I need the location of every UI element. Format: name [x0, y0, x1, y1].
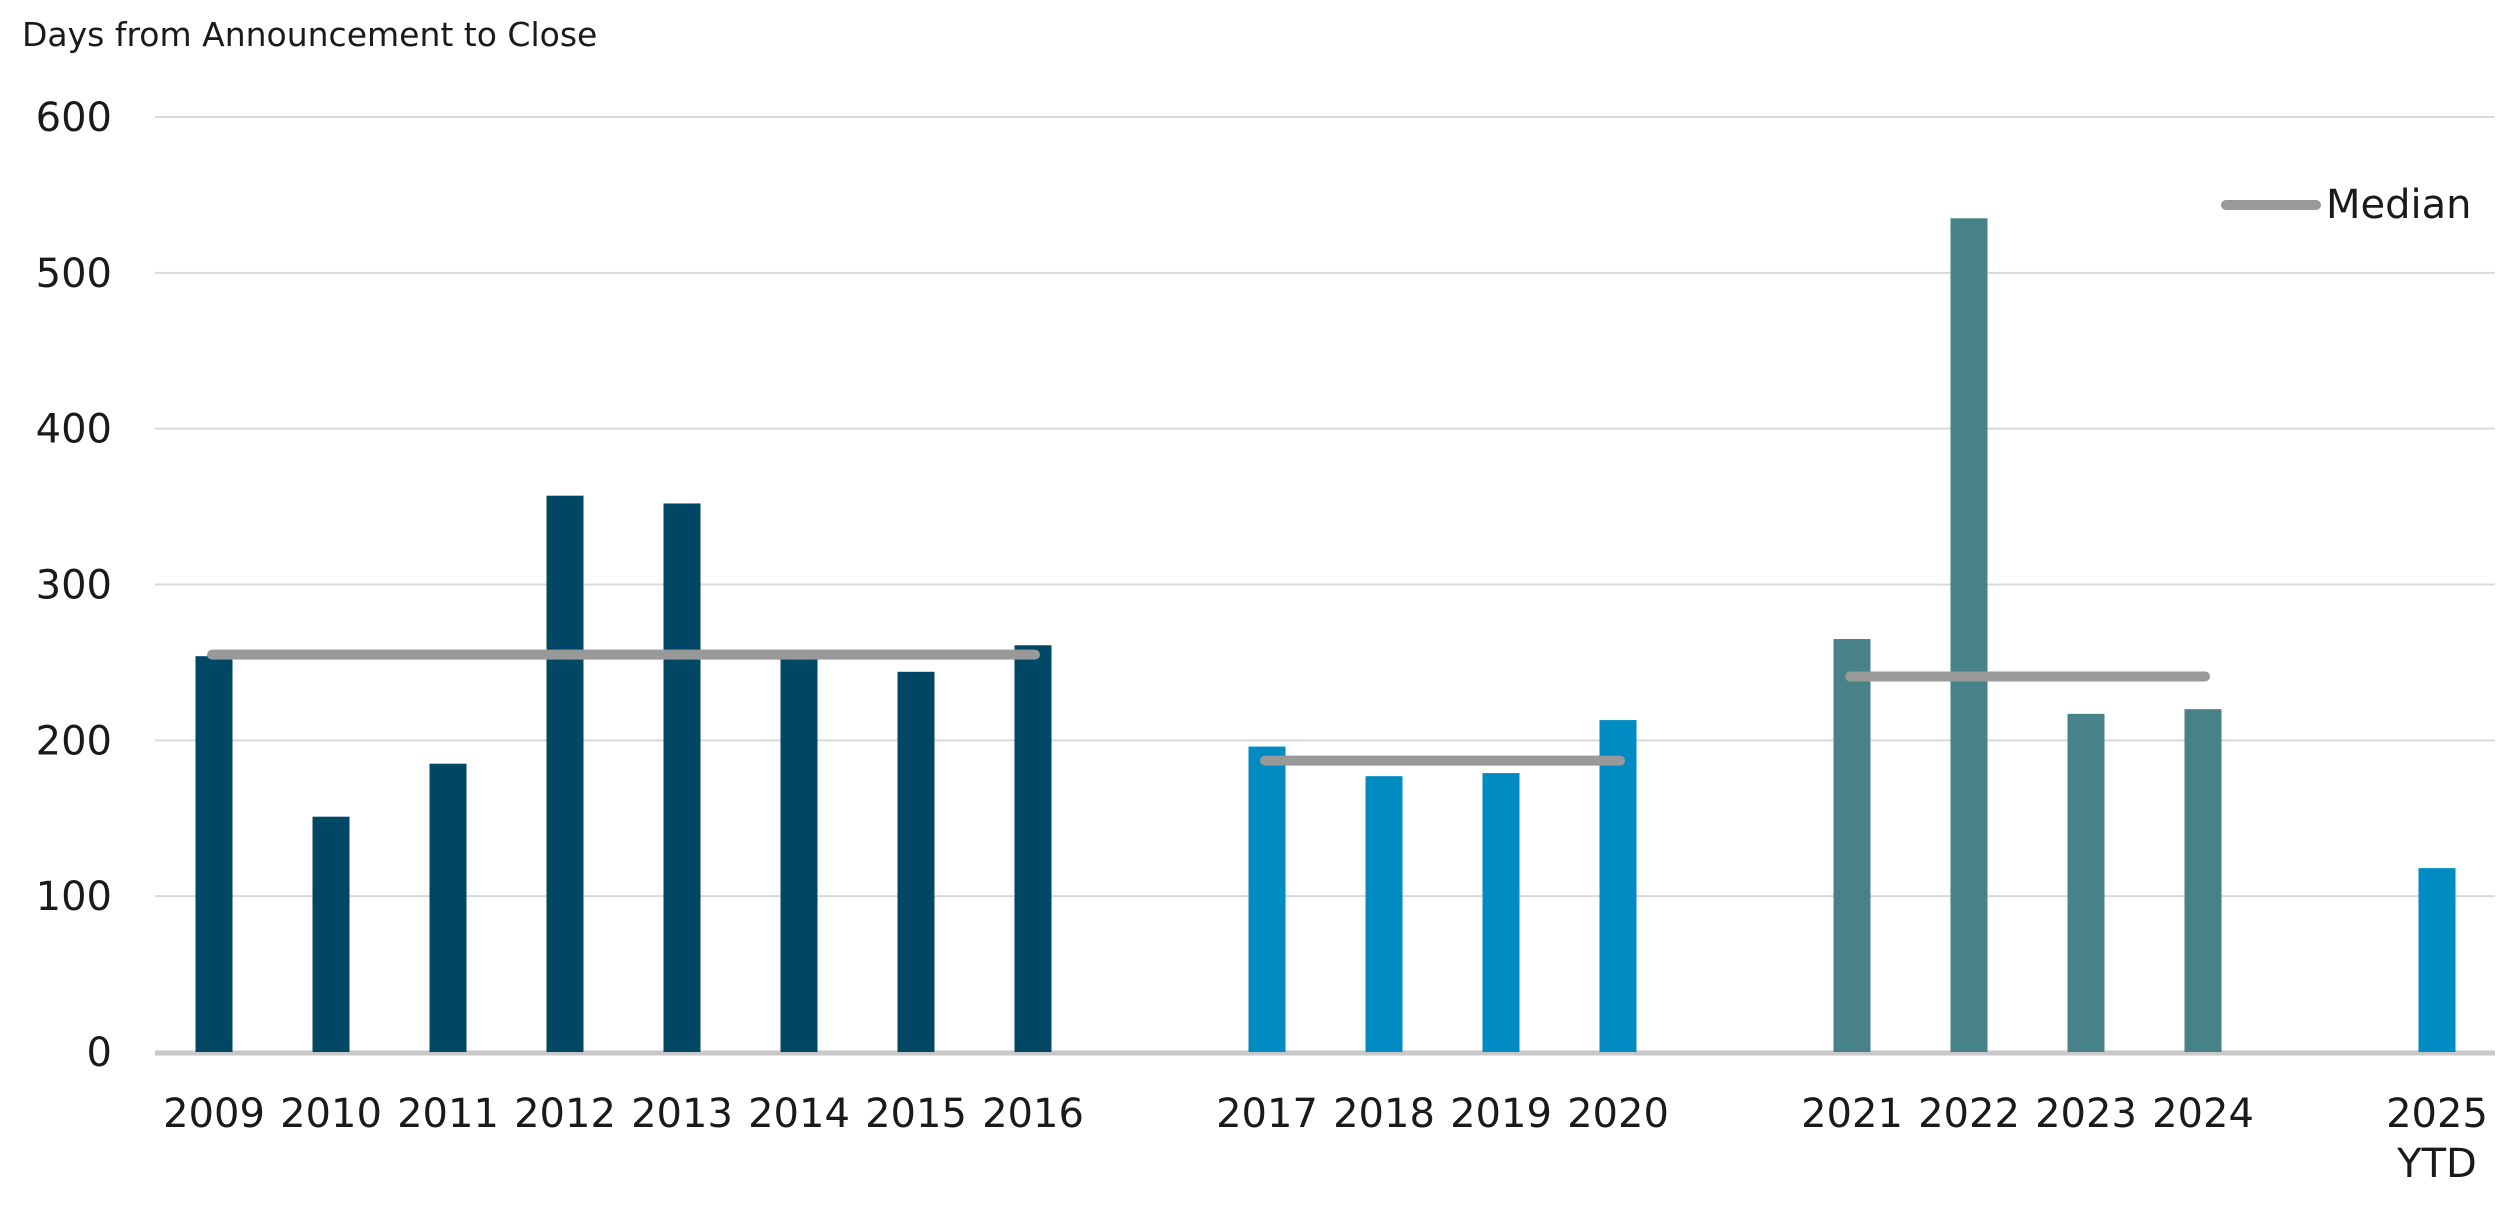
x-tick-label: 2016 [982, 1091, 1084, 1137]
bar [195, 656, 233, 1052]
x-tick-label: 2010 [280, 1091, 382, 1137]
bars [195, 218, 2456, 1052]
bar [2067, 713, 2105, 1052]
x-tick-label: 2014 [748, 1091, 850, 1137]
bar [1482, 773, 1520, 1052]
bar [1950, 218, 1988, 1052]
x-tick-label: 2023 [2035, 1091, 2137, 1137]
x-ticks: 2009 2010 2011 2012 2013 2014 2015 2016 2017 2018… [163, 1091, 2488, 1187]
bar [312, 816, 350, 1052]
x-tick-label: 2009 [163, 1091, 265, 1137]
x-tick-label: 2021 [1801, 1091, 1903, 1137]
y-tick-label: 0 [87, 1030, 112, 1076]
y-tick-label: 100 [36, 874, 112, 920]
x-tick-label: 2015 [865, 1091, 967, 1137]
legend: Median [2221, 182, 2472, 228]
x-tick-label: 2025 [2386, 1091, 2488, 1137]
x-tick-label: YTD [2396, 1141, 2477, 1187]
y-tick-label: 200 [36, 718, 112, 764]
bar [429, 763, 467, 1052]
x-tick-label: 2013 [631, 1091, 733, 1137]
bar [1599, 720, 1637, 1052]
x-tick-label: 2012 [514, 1091, 616, 1137]
bar [2184, 709, 2222, 1052]
x-tick-label: 2019 [1450, 1091, 1552, 1137]
bar [663, 503, 701, 1052]
bar [1014, 645, 1052, 1052]
grid [155, 116, 2495, 1056]
x-tick-label: 2022 [1918, 1091, 2020, 1137]
bar [2418, 868, 2456, 1052]
y-tick-label: 600 [36, 95, 112, 141]
x-tick-label: 2017 [1216, 1091, 1318, 1137]
y-tick-label: 300 [36, 563, 112, 609]
median-lines [207, 649, 2210, 766]
legend-label: Median [2326, 182, 2472, 228]
bar [1365, 776, 1403, 1052]
y-tick-label: 400 [36, 407, 112, 453]
x-tick-label: 2020 [1567, 1091, 1669, 1137]
x-tick-label: 2011 [397, 1091, 499, 1137]
bar [1833, 639, 1871, 1052]
x-tick-label: 2018 [1333, 1091, 1435, 1137]
bar [1248, 746, 1286, 1052]
bar [546, 495, 584, 1052]
y-ticks: 0 100 200 300 400 500 600 [36, 95, 112, 1076]
y-axis-title: Days from Announcement to Close [22, 15, 597, 54]
y-tick-label: 500 [36, 251, 112, 297]
x-tick-label: 2024 [2152, 1091, 2254, 1137]
bar [897, 671, 935, 1052]
bar [780, 657, 818, 1052]
